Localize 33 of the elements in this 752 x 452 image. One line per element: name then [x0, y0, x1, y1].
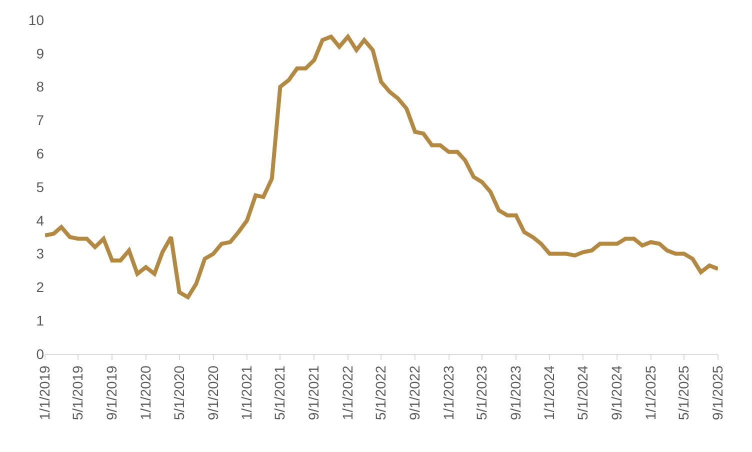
x-tick-label: 9/1/2019 — [104, 365, 120, 420]
y-tick-label: 9 — [36, 45, 44, 62]
y-tick-label: 7 — [36, 112, 44, 128]
y-tick-label: 3 — [36, 246, 44, 262]
y-tick-label: 5 — [36, 178, 44, 195]
x-tick-label: 9/1/2024 — [608, 365, 625, 420]
x-tick-label: 1/1/2021 — [238, 365, 255, 420]
x-tick-label: 9/1/2021 — [306, 365, 322, 420]
x-tick-label: 1/1/2022 — [339, 365, 356, 420]
line-series — [45, 34, 718, 300]
x-tick-label: 5/1/2025 — [676, 365, 692, 420]
y-tick-label: 2 — [36, 279, 44, 296]
y-tick-label: 1 — [36, 312, 44, 328]
x-tick-label: 9/1/2023 — [508, 365, 524, 420]
x-tick-label: 1/1/2023 — [440, 365, 456, 420]
x-tick-label: 9/1/2022 — [406, 365, 423, 420]
x-tick-label: 1/1/2024 — [541, 365, 558, 420]
x-tick-label: 1/1/2019 — [36, 365, 53, 420]
x-tick-label: 9/1/2025 — [710, 365, 726, 420]
x-tick-label: 5/1/2020 — [170, 365, 187, 420]
y-tick-label: 0 — [36, 346, 44, 362]
y-tick-label: 6 — [36, 146, 44, 162]
x-tick-label: 1/1/2020 — [137, 365, 154, 420]
x-tick-label: 5/1/2024 — [574, 365, 591, 420]
x-tick-label: 5/1/2023 — [474, 365, 490, 420]
y-tick-label: 4 — [36, 212, 44, 228]
x-tick-label: 5/1/2019 — [70, 365, 86, 420]
y-tick-label: 8 — [36, 78, 44, 95]
y-tick-label: 10 — [28, 12, 44, 28]
x-tick-label: 5/1/2022 — [372, 365, 389, 420]
x-tick-label: 1/1/2025 — [642, 365, 658, 420]
x-tick-label: 9/1/2020 — [204, 365, 221, 420]
x-tick-label: 5/1/2021 — [272, 365, 288, 420]
